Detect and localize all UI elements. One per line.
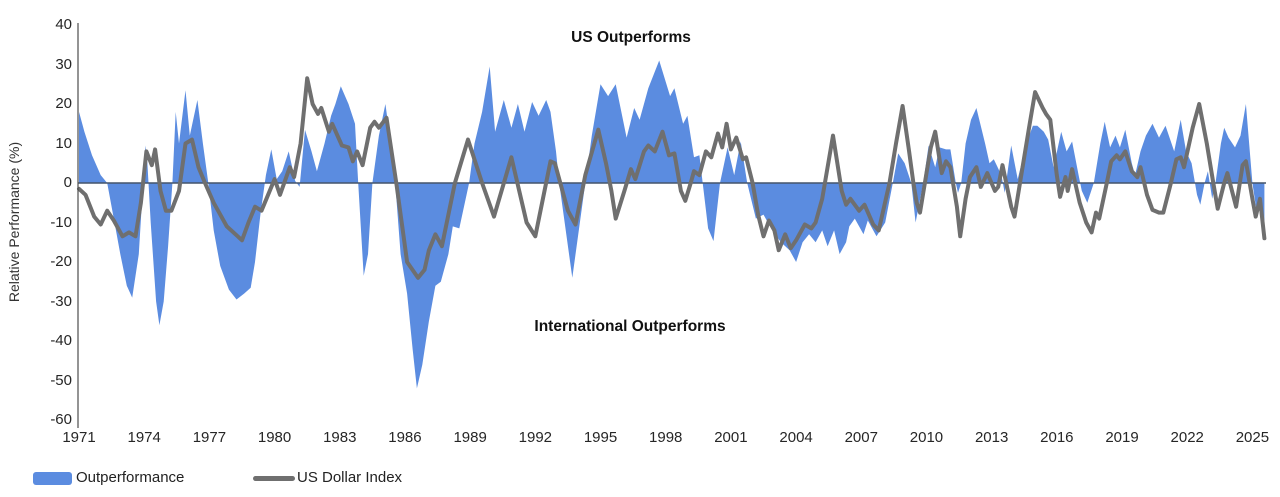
y-tick-label: -20: [50, 253, 72, 270]
legend-item-us-dollar-index: US Dollar Index: [253, 468, 402, 488]
y-tick-label: -50: [50, 371, 72, 389]
x-tick-label: 2022: [1170, 429, 1204, 446]
y-tick-label: -10: [50, 213, 72, 231]
y-axis-title: Relative Performance (%): [6, 141, 22, 303]
y-tick-label: -40: [50, 332, 72, 349]
legend-item-outperformance: Outperformance: [33, 468, 184, 488]
legend-label-outperformance: Outperformance: [76, 469, 185, 486]
outperformance-swatch-icon: [33, 471, 72, 485]
x-tick-label: 2013: [974, 429, 1009, 446]
x-tick-label: 1974: [127, 429, 161, 446]
x-tick-label: 2004: [779, 429, 813, 446]
y-tick-label: 0: [63, 174, 72, 191]
legend-label-us-dollar-index: US Dollar Index: [297, 469, 403, 486]
annotation-international-outperforms: International Outperforms: [534, 318, 726, 335]
us-dollar-index-swatch-icon: [253, 475, 295, 481]
x-tick-label: 2019: [1105, 429, 1139, 446]
x-tick-label: 2007: [844, 429, 878, 446]
x-tick-label: 1989: [453, 429, 487, 446]
x-tick-label: 1992: [518, 429, 553, 446]
x-tick-label: 1995: [583, 429, 618, 446]
x-tick-label: 2025: [1235, 429, 1270, 446]
x-tick-label: 2001: [714, 429, 748, 446]
annotation-us-outperforms: US Outperforms: [571, 29, 691, 46]
x-tick-label: 2016: [1040, 429, 1074, 446]
y-tick-label: 40: [55, 16, 72, 33]
y-tick-label: 20: [55, 95, 72, 112]
x-tick-label: 1980: [257, 429, 292, 446]
y-tick-label: 10: [55, 134, 72, 152]
outperformance-area: [79, 60, 1265, 389]
y-tick-label: -60: [50, 411, 72, 428]
y-tick-label: -30: [50, 292, 72, 310]
x-tick-label: 2010: [909, 429, 944, 446]
x-tick-label: 1977: [192, 429, 227, 446]
x-tick-label: 1986: [388, 429, 422, 446]
us-dollar-index-line: [77, 76, 1267, 280]
x-tick-label: 1983: [323, 429, 357, 446]
x-tick-label: 1971: [62, 429, 96, 446]
x-tick-label: 1998: [649, 429, 683, 446]
y-tick-label: 30: [55, 55, 72, 73]
